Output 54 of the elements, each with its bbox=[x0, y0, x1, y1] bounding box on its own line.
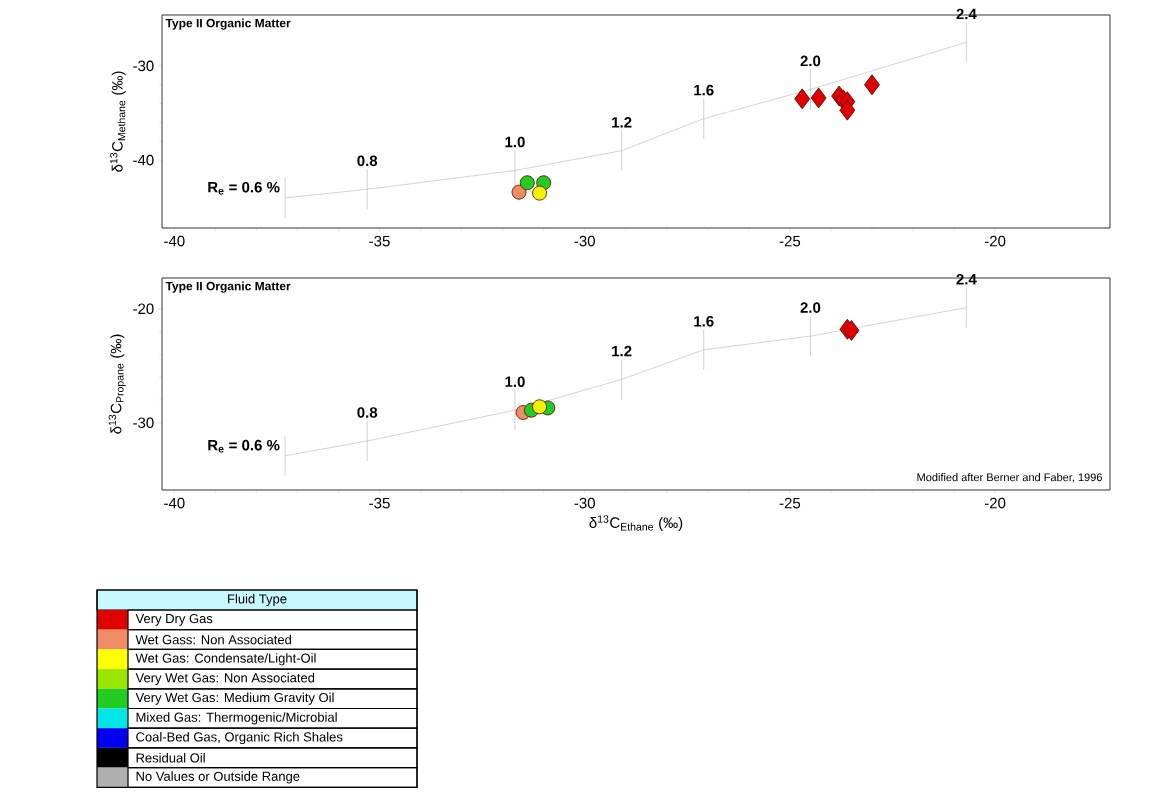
annotation: 1.6 bbox=[694, 315, 714, 327]
point bbox=[839, 99, 856, 121]
x-tick-label: -40 bbox=[164, 497, 185, 509]
annotation: 2.4 bbox=[956, 273, 977, 285]
y-axis-title: δ$^{13}$C$_{Methane}$ (‰) bbox=[110, 71, 126, 172]
x-axis-title: δ$^{13}$C$_{Ethane}$ (‰) bbox=[589, 515, 683, 531]
line-series bbox=[284, 41, 967, 199]
x-tick-label: -30 bbox=[574, 497, 595, 509]
annotation: 1.2 bbox=[612, 117, 632, 128]
legend-label: Very Wet Gas: Non Associated bbox=[135, 672, 315, 685]
annotation: R$_{e}$ = 0.6 % bbox=[208, 439, 280, 453]
point bbox=[810, 87, 827, 109]
y-tick-label: -40 bbox=[133, 154, 154, 166]
annotation: Type II Organic Matter bbox=[165, 281, 291, 293]
point bbox=[519, 175, 535, 191]
point bbox=[843, 320, 860, 341]
y-tick-label: -30 bbox=[133, 417, 154, 429]
y-axis-title: δ$^{13}$C$_{Propane}$ (‰) bbox=[108, 334, 126, 434]
x-tick-label: -35 bbox=[369, 235, 390, 247]
annotation: 1.0 bbox=[505, 376, 525, 387]
point bbox=[794, 88, 811, 110]
legend-title: Fluid Type bbox=[228, 593, 287, 607]
legend-label: Wet Gass: Non Associated bbox=[135, 634, 292, 645]
legend-label: Very Dry Gas bbox=[135, 613, 213, 626]
point bbox=[532, 185, 547, 201]
legend-label: Very Wet Gas: Medium Gravity Oil bbox=[135, 692, 334, 705]
legend-label: No Values or Outside Range bbox=[136, 771, 300, 784]
y-tick-label: -30 bbox=[133, 60, 154, 72]
annotation: Type II Organic Matter bbox=[165, 18, 291, 30]
annotation: 1.0 bbox=[505, 136, 525, 148]
legend-label: Coal-Bed Gas, Organic Rich Shales bbox=[136, 731, 343, 745]
y-tick-label: -20 bbox=[133, 303, 154, 315]
x-tick-label: -40 bbox=[164, 235, 185, 247]
x-tick-label: -20 bbox=[984, 235, 1006, 247]
annotation: R$_{e}$ = 0.6 % bbox=[208, 181, 280, 195]
annotation: 1.6 bbox=[694, 84, 714, 96]
annotation: 0.8 bbox=[357, 155, 378, 167]
x-tick-label: -25 bbox=[779, 497, 801, 509]
annotation: 1.2 bbox=[612, 345, 632, 357]
legend-label: Wet Gas: Condensate/Light-Oil bbox=[135, 653, 316, 666]
x-tick-label: -30 bbox=[574, 235, 595, 247]
annotation: 0.8 bbox=[357, 407, 378, 418]
annotation: 2.4 bbox=[956, 8, 977, 20]
legend-label: Residual Oil bbox=[136, 752, 205, 763]
annotation: 2.0 bbox=[800, 302, 821, 313]
point bbox=[864, 74, 880, 96]
legend-label: Mixed Gas: Thermogenic/Microbial bbox=[136, 712, 337, 725]
x-tick-label: -25 bbox=[779, 235, 801, 247]
point bbox=[532, 399, 547, 415]
annotation: Modified after Berner and Faber, 1996 bbox=[917, 473, 1102, 483]
x-tick-label: -20 bbox=[984, 497, 1006, 509]
annotation: 2.0 bbox=[800, 55, 821, 67]
point bbox=[511, 184, 527, 200]
x-tick-label: -35 bbox=[369, 497, 390, 509]
